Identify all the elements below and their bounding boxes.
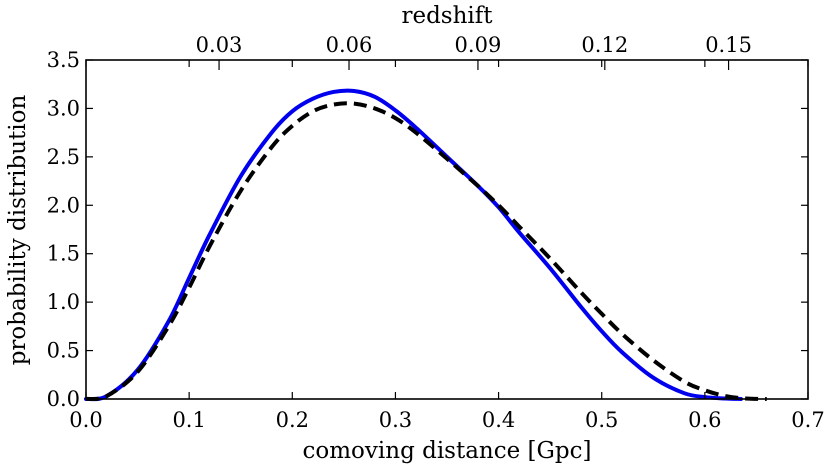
x-tick-label: 0.4 xyxy=(482,408,515,432)
y-tick-label: 2.5 xyxy=(47,145,80,169)
y-tick-label: 3.0 xyxy=(47,96,80,120)
y-tick-label: 3.5 xyxy=(47,48,80,72)
y-tick-label: 0.5 xyxy=(47,339,80,363)
top-axis-title: redshift xyxy=(401,3,493,29)
x-tick-label: 0.6 xyxy=(688,408,721,432)
x-tick-label: 0.5 xyxy=(585,408,618,432)
top-tick-label: 0.12 xyxy=(581,33,628,57)
y-tick-label: 1.0 xyxy=(47,290,80,314)
y-axis-title: probability distribution xyxy=(5,95,31,366)
series-line-solid xyxy=(84,88,743,402)
top-tick-label: 0.06 xyxy=(326,33,373,57)
x-tick-label: 0.7 xyxy=(791,408,824,432)
top-tick-label: 0.15 xyxy=(705,33,752,57)
x-tick-label: 0.3 xyxy=(379,408,412,432)
x-axis-title: comoving distance [Gpc] xyxy=(303,438,592,464)
x-tick-label: 0.2 xyxy=(276,408,309,432)
y-tick-label: 0.0 xyxy=(47,387,80,411)
x-tick-label: 0.1 xyxy=(172,408,205,432)
top-tick-label: 0.03 xyxy=(196,33,243,57)
series-line-dashed xyxy=(85,101,767,402)
x-tick-label: 0.0 xyxy=(69,408,102,432)
plot-frame xyxy=(85,59,809,400)
y-tick-label: 1.5 xyxy=(47,242,80,266)
y-tick-label: 2.0 xyxy=(47,193,80,217)
top-tick-label: 0.09 xyxy=(455,33,502,57)
